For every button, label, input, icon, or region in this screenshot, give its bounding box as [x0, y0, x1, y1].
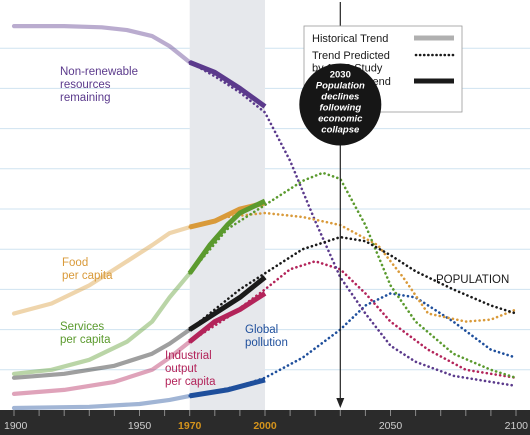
x-tick-label: 1970 — [178, 420, 202, 432]
industrial-output-per-capita-observed-line — [188, 291, 267, 344]
label-line: per capita — [62, 270, 113, 282]
label-line: remaining — [60, 92, 111, 104]
food-per-capita-label: Food per capita — [62, 257, 113, 282]
food-per-capita-historical-line — [11, 225, 192, 316]
x-tick-label: 2050 — [379, 420, 403, 432]
services-per-capita-label: Services per capita — [60, 321, 111, 346]
label-line: Global — [245, 324, 278, 336]
global-pollution-historical-line — [11, 393, 192, 411]
non-renewable-resources-remaining-predicted-line — [188, 61, 518, 388]
population-label: POPULATION — [436, 274, 509, 286]
x-tick-label: 2000 — [253, 420, 277, 432]
annotation-line: economic — [318, 113, 363, 124]
population-predicted-line — [188, 235, 518, 331]
annotation-line: Population — [316, 80, 365, 91]
label-line: resources — [60, 79, 111, 91]
annotation-line: collapse — [321, 124, 360, 135]
non-renewable-resources-remaining-label: Non-renewable resources remaining — [60, 66, 138, 104]
non-renewable-resources-remaining-historical-line — [11, 24, 192, 65]
services-per-capita-predicted-line — [188, 171, 518, 380]
label-line: Food — [62, 257, 88, 269]
non-renewable-resources-remaining-observed-line — [188, 59, 267, 109]
population-historical-line — [11, 327, 192, 380]
services-per-capita-observed-line — [187, 198, 267, 275]
industrial-output-per-capita-historical-line — [11, 339, 192, 396]
x-tick-label: 2100 — [505, 420, 529, 432]
legend-label-line: Historical Trend — [312, 33, 388, 45]
global-pollution-observed-line — [189, 377, 266, 399]
x-axis: 1900 1950 1970 2000 2050 2100 — [0, 410, 530, 435]
annotation-line: declines — [321, 91, 359, 102]
global-pollution-label: Global pollution — [245, 324, 288, 349]
x-tick-label: 1950 — [128, 420, 152, 432]
industrial-output-per-capita-label: Industrial output per capita — [165, 350, 216, 388]
food-per-capita-predicted-line — [188, 211, 518, 323]
marker-arrowhead — [336, 398, 345, 408]
x-tick-label: 1900 — [4, 420, 28, 432]
legend-label-line: Trend Predicted — [312, 50, 390, 62]
label-line: Non-renewable — [60, 66, 138, 78]
label-line: Industrial — [165, 350, 212, 362]
population-observed-line — [188, 275, 267, 332]
label-line: Services — [60, 321, 104, 333]
label-line: per capita — [60, 334, 111, 346]
label-line: output — [165, 363, 198, 375]
annotation-badge: 2030 Population declines following economic c… — [299, 63, 382, 146]
annotation-circle — [299, 63, 382, 146]
annotation-text: 2030 Population declines following economic c… — [316, 69, 365, 135]
services-per-capita-historical-line — [11, 271, 192, 376]
annotation-line: 2030 — [330, 69, 351, 80]
label-line: POPULATION — [436, 274, 509, 286]
label-line: pollution — [245, 337, 288, 349]
label-line: per capita — [165, 376, 216, 388]
legend-entry-label: Historical Trend — [312, 33, 388, 45]
annotation-line: following — [319, 102, 361, 113]
